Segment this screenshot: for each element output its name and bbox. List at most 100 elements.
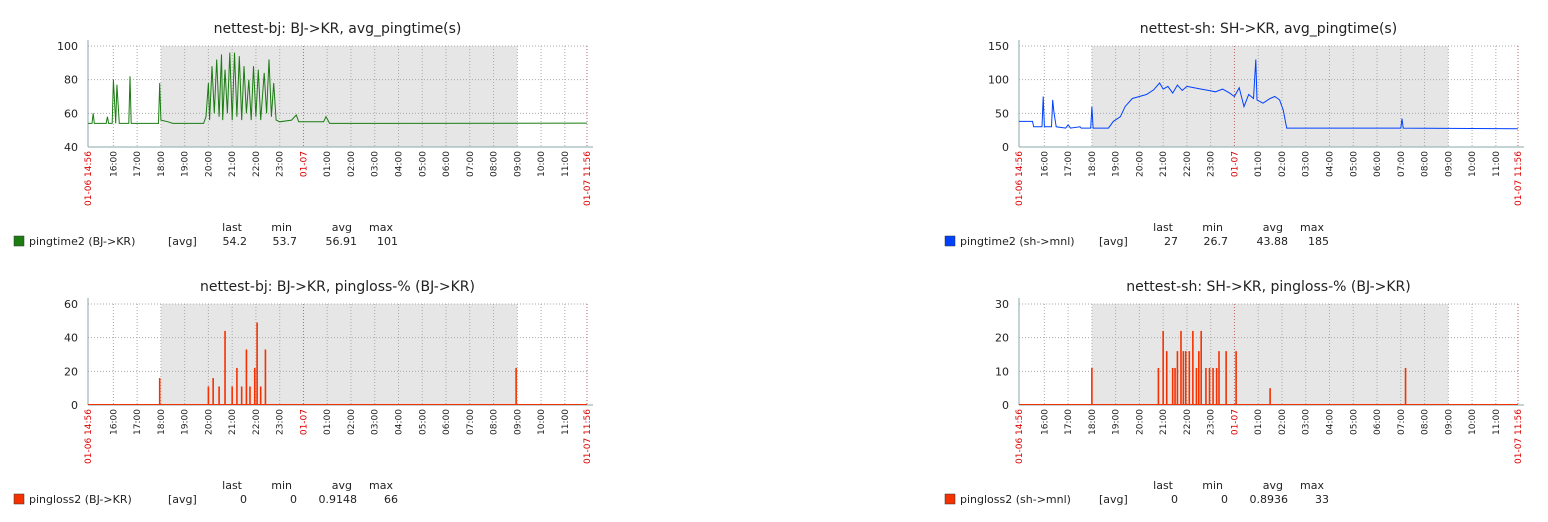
legend-header: max <box>1300 221 1324 234</box>
legend-header: min <box>271 479 292 492</box>
x-tick-label: 17:00 <box>1064 409 1074 435</box>
y-tick-label: 150 <box>988 40 1009 53</box>
x-tick-label: 18:00 <box>1088 151 1098 177</box>
x-tick-label: 01:00 <box>323 151 333 177</box>
bar <box>1182 351 1185 405</box>
bar <box>1192 330 1194 405</box>
x-tick-label: 01-07 <box>299 151 309 177</box>
bar <box>1165 351 1168 405</box>
y-tick-label: 40 <box>64 141 78 154</box>
bar <box>1176 351 1179 405</box>
x-tick-label: 01:00 <box>323 409 333 435</box>
bar <box>224 330 226 405</box>
x-tick-label: 23:00 <box>1207 409 1217 435</box>
x-tick-label: 23:00 <box>276 409 286 435</box>
x-tick-label: 22:00 <box>252 151 262 177</box>
legend-stat: 0.9148 <box>319 493 358 506</box>
x-tick-label: 05:00 <box>418 151 428 177</box>
bar <box>1225 351 1227 405</box>
x-tick-label: 01-06 14:56 <box>1015 409 1025 464</box>
x-tick-label: 01-07 <box>1230 409 1240 435</box>
legend-header: max <box>1300 479 1324 492</box>
x-tick-label: 06:00 <box>1373 409 1383 435</box>
bar <box>240 386 243 405</box>
x-tick-label: 21:00 <box>1159 151 1169 177</box>
x-tick-label: 02:00 <box>1278 151 1288 177</box>
legend-stat: 26.7 <box>1204 235 1229 248</box>
x-tick-label: 01-06 14:56 <box>84 409 94 464</box>
chart-title: nettest-bj: BJ->KR, avg_pingtime(s) <box>214 21 462 37</box>
legend-header: avg <box>1263 479 1283 492</box>
y-tick-label: 100 <box>988 74 1009 87</box>
x-tick-label: 19:00 <box>1112 409 1122 435</box>
x-tick-label: 09:00 <box>513 151 523 177</box>
legend-name: pingloss2 (sh->mnl) <box>960 493 1071 506</box>
chart-title: nettest-bj: BJ->KR, pingloss-% (BJ->KR) <box>200 279 475 295</box>
legend-header: max <box>369 221 393 234</box>
y-tick-label: 0 <box>71 399 78 412</box>
legend-name: pingtime2 (BJ->KR) <box>29 235 135 248</box>
x-tick-label: 04:00 <box>1325 409 1335 435</box>
legend-stat: 66 <box>384 493 398 506</box>
y-tick-label: 10 <box>995 365 1009 378</box>
legend-stat: 53.7 <box>273 235 298 248</box>
bar <box>1212 367 1214 405</box>
y-tick-label: 100 <box>57 40 78 53</box>
x-tick-label: 21:00 <box>1159 409 1169 435</box>
legend-header: avg <box>332 221 352 234</box>
x-tick-label: 21:00 <box>228 151 238 177</box>
x-tick-label: 11:00 <box>1492 409 1502 435</box>
x-tick-label: 08:00 <box>490 151 500 177</box>
x-tick-label: 03:00 <box>1302 151 1312 177</box>
x-tick-label: 01-07 11:56 <box>1514 151 1524 206</box>
x-tick-label: 10:00 <box>1468 151 1478 177</box>
x-tick-label: 09:00 <box>1444 151 1454 177</box>
chart-panel: nettest-sh: SH->KR, pingloss-% (BJ->KR) 0… <box>944 279 1524 506</box>
bar <box>249 386 251 405</box>
bar <box>1215 367 1218 405</box>
x-tick-label: 01-07 11:56 <box>583 409 593 464</box>
x-tick-label: 08:00 <box>1421 409 1431 435</box>
x-tick-label: 16:00 <box>1040 409 1050 435</box>
bar <box>207 386 210 405</box>
legend-header: min <box>1202 479 1223 492</box>
x-tick-label: 04:00 <box>394 151 404 177</box>
legend-header: last <box>222 479 243 492</box>
legend-swatch <box>13 493 25 505</box>
x-tick-label: 22:00 <box>1183 409 1193 435</box>
legend-stat: 185 <box>1308 235 1329 248</box>
bar <box>1184 351 1187 405</box>
legend-stat: 101 <box>377 235 398 248</box>
x-tick-label: 05:00 <box>1349 409 1359 435</box>
legend-header: avg <box>332 479 352 492</box>
x-tick-label: 22:00 <box>1183 151 1193 177</box>
legend-header: min <box>271 221 292 234</box>
x-tick-label: 01-07 <box>299 409 309 435</box>
x-tick-label: 07:00 <box>466 409 476 435</box>
legend-swatch <box>944 493 956 505</box>
y-tick-label: 30 <box>995 298 1009 311</box>
series-line <box>87 52 587 124</box>
x-tick-label: 01-07 11:56 <box>1514 409 1524 464</box>
chart-panel: nettest-bj: BJ->KR, avg_pingtime(s) 40 60 8… <box>13 21 593 248</box>
bar <box>1180 330 1182 405</box>
legend-stat: 0 <box>1171 493 1178 506</box>
x-tick-label: 04:00 <box>394 409 404 435</box>
x-tick-label: 16:00 <box>109 151 119 177</box>
y-tick-label: 60 <box>64 107 78 120</box>
bar <box>231 386 233 405</box>
legend-stat: 0.8936 <box>1250 493 1289 506</box>
x-tick-label: 05:00 <box>418 409 428 435</box>
x-tick-label: 18:00 <box>157 151 167 177</box>
bar <box>264 349 267 405</box>
x-tick-label: 17:00 <box>133 151 143 177</box>
chart-panel: nettest-bj: BJ->KR, pingloss-% (BJ->KR) 0… <box>13 279 593 506</box>
legend-header: min <box>1202 221 1223 234</box>
x-tick-label: 23:00 <box>276 151 286 177</box>
x-tick-label: 06:00 <box>442 151 452 177</box>
legend-header: last <box>222 221 243 234</box>
bar <box>1171 367 1174 405</box>
legend-stat: 27 <box>1164 235 1178 248</box>
legend-function: [avg] <box>168 235 197 248</box>
